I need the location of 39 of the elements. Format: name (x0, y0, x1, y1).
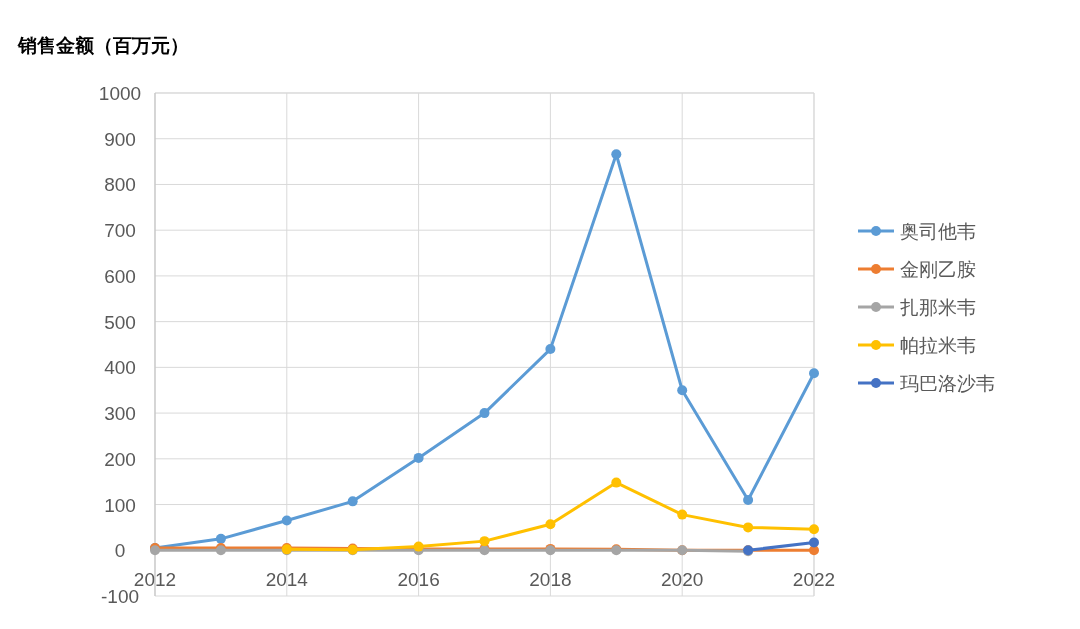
x-tick-label: 2016 (397, 569, 440, 591)
point (743, 522, 754, 533)
point (215, 533, 226, 544)
point (479, 536, 490, 547)
y-tick-label: 700 (104, 220, 136, 242)
x-tick-label: 2022 (792, 569, 836, 591)
y-tick-label: 300 (104, 403, 136, 425)
point (743, 494, 754, 505)
legend-label: 帕拉米韦 (900, 335, 976, 356)
point (479, 408, 490, 419)
point (281, 515, 292, 526)
y-tick-label: 1000 (98, 83, 142, 104)
point (677, 509, 688, 520)
y-tick-label: 900 (104, 128, 136, 150)
y-axis-title: 销售金额（百万元） (17, 35, 189, 56)
point (347, 496, 358, 507)
legend-label: 扎那米韦 (900, 297, 976, 318)
y-tick-label: 100 (104, 494, 136, 516)
x-tick-label: 2020 (661, 569, 704, 591)
y-tick-label: 200 (104, 448, 136, 470)
legend-label: 玛巴洛沙韦 (900, 373, 995, 394)
legend-label: 金刚乙胺 (900, 259, 976, 280)
point (611, 477, 622, 488)
point (809, 524, 819, 535)
point (545, 344, 556, 355)
x-tick-label: 2014 (265, 569, 309, 591)
point (611, 149, 622, 160)
point (677, 385, 688, 396)
y-tick-label: 0 (114, 540, 126, 562)
point (413, 452, 424, 463)
point (809, 368, 819, 379)
y-tick-label: 400 (104, 357, 136, 379)
y-tick-label: 600 (104, 265, 136, 287)
y-tick-label: 800 (104, 174, 136, 196)
x-tick-label: 2018 (529, 569, 572, 591)
point (809, 537, 819, 548)
legend-label: 奥司他韦 (900, 221, 976, 242)
y-tick-label: 500 (104, 311, 136, 333)
point (545, 519, 556, 530)
